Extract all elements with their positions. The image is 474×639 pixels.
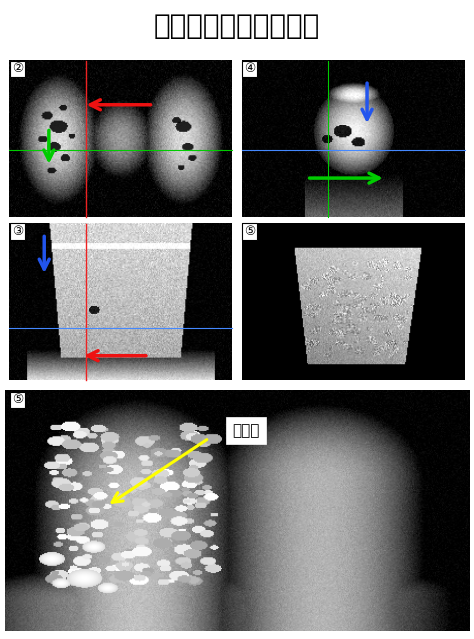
Text: 》はんだフィレット》: 》はんだフィレット》 — [154, 12, 320, 40]
Text: ②: ② — [12, 63, 23, 75]
Text: ボイド: ボイド — [233, 424, 260, 438]
Text: ⑤: ⑤ — [244, 226, 255, 238]
Text: ⑤: ⑤ — [12, 394, 23, 406]
Text: ④: ④ — [244, 63, 255, 75]
Text: ③: ③ — [12, 226, 23, 238]
